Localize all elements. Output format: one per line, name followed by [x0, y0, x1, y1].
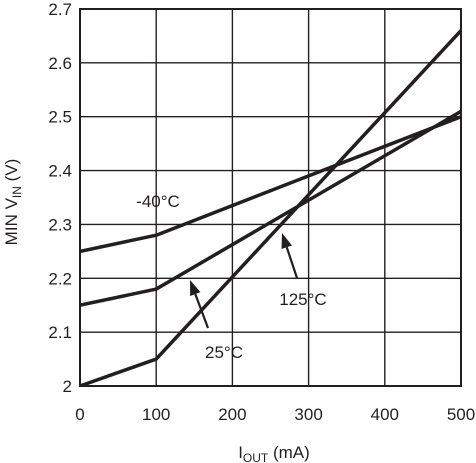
y-tick-label: 2.6: [48, 54, 72, 73]
y-axis-label: MIN VIN (V): [2, 159, 24, 246]
x-tick-label: 200: [218, 405, 246, 424]
y-tick-label: 2.3: [48, 215, 72, 234]
x-tick-label: 100: [142, 405, 170, 424]
x-tick-label: 0: [75, 405, 84, 424]
plot-frame: [79, 8, 462, 387]
annotations: -40°C 25°C 125°C: [136, 192, 327, 362]
series-line-0: [80, 115, 461, 254]
y-tick-label: 2.1: [48, 323, 72, 342]
annotation-arrow-line-1: [194, 293, 210, 329]
series-line-2: [80, 29, 461, 386]
annotation-arrow-line-2: [285, 246, 299, 279]
y-tick-label: 2.5: [48, 108, 72, 127]
x-tick-label: 300: [294, 405, 322, 424]
annotation-label-1: 25°C: [205, 343, 243, 362]
series-lines: [80, 29, 461, 386]
annotation-arrow-head-1: [190, 280, 201, 296]
y-tick-label: 2.2: [48, 269, 72, 288]
tick-labels: 0 100 200 300 400 500 2 2.1 2.2 2.3 2.4 2.5 2.6 2.7: [48, 0, 475, 424]
x-tick-label: 400: [371, 405, 399, 424]
annotation-label-2: 125°C: [279, 290, 326, 309]
x-tick-label: 500: [447, 405, 475, 424]
series-line-1: [80, 109, 461, 307]
y-tick-label: 2.4: [48, 162, 72, 181]
x-axis-label: IOUT (mA): [238, 443, 310, 463]
y-tick-label: 2: [63, 377, 72, 396]
y-tick-label: 2.7: [48, 0, 72, 19]
annotation-label-0: -40°C: [136, 192, 180, 211]
annotation-arrow-head-2: [281, 233, 292, 249]
